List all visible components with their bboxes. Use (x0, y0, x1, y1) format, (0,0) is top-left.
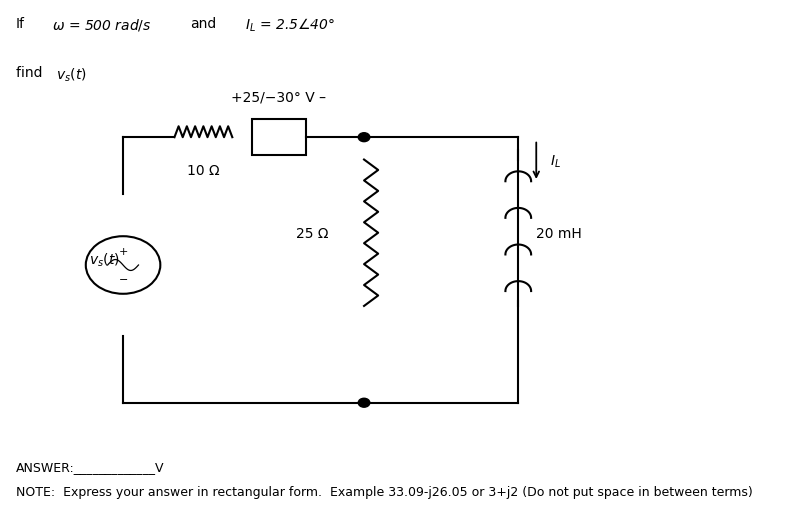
Text: −: − (118, 274, 128, 284)
Text: NOTE:  Express your answer in rectangular form.  Example 33.09-j26.05 or 3+j2 (D: NOTE: Express your answer in rectangular… (16, 485, 753, 497)
Circle shape (359, 398, 370, 408)
Text: and: and (191, 17, 217, 30)
Text: ANSWER:_____________V: ANSWER:_____________V (16, 460, 164, 473)
Text: If: If (16, 17, 24, 30)
Text: +: + (118, 246, 128, 257)
Text: $v_s(t)$: $v_s(t)$ (89, 251, 120, 268)
Text: find: find (16, 66, 46, 80)
Text: $\omega$ = 500 $rad/s$: $\omega$ = 500 $rad/s$ (52, 17, 152, 32)
Circle shape (359, 133, 370, 142)
Text: 25 Ω: 25 Ω (296, 226, 329, 240)
Bar (251, 120, 307, 156)
Text: $I_L$ = 2.5$\angle$40°: $I_L$ = 2.5$\angle$40° (245, 17, 335, 34)
Text: +25/−30° V –: +25/−30° V – (232, 90, 326, 104)
Text: $v_s$$(t)$: $v_s$$(t)$ (56, 66, 87, 83)
Text: 20 mH: 20 mH (537, 226, 582, 240)
Text: $I_L$: $I_L$ (550, 153, 561, 170)
Text: 10 Ω: 10 Ω (187, 164, 220, 178)
